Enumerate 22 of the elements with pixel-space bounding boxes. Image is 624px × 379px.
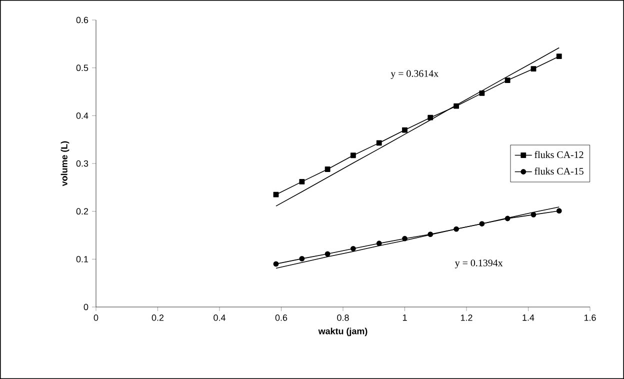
x-tick-label: 0.6	[275, 314, 288, 321]
x-tick-label: 1	[402, 314, 407, 321]
legend-label: fluks CA-15	[534, 167, 584, 175]
y-tick-label: 0.4	[76, 112, 88, 119]
x-tick-label: 0	[94, 314, 98, 321]
annotation: y = 0.3614x	[390, 70, 438, 79]
x-tick-label: 1.2	[460, 314, 472, 321]
x-tick-label: 0.2	[152, 314, 164, 321]
y-tick-label: 0.3	[76, 160, 88, 167]
y-axis-title: volume (L)	[60, 141, 70, 186]
y-tick-label: 0.2	[76, 208, 88, 215]
x-tick-label: 1.4	[522, 314, 534, 321]
legend-label: fluks CA-12	[534, 151, 584, 158]
x-axis-title: waktu (jam)	[318, 328, 368, 336]
x-tick-label: 1.6	[584, 314, 596, 321]
y-tick-label: 0.1	[76, 256, 88, 262]
y-tick-label: 0	[84, 304, 88, 310]
x-tick-label: 0.4	[214, 314, 226, 321]
x-tick-label: 0.8	[337, 314, 349, 321]
y-tick-label: 0.5	[76, 64, 88, 72]
annotation: y = 0.1394x	[454, 260, 503, 268]
y-tick-label: 0.6	[76, 16, 88, 24]
